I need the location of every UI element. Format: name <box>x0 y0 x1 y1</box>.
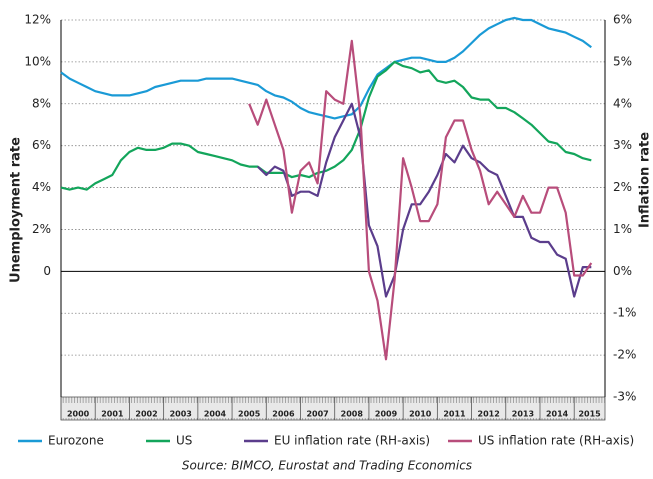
series-line <box>60 60 592 191</box>
y2-tick-label: 0% <box>613 264 632 278</box>
x-tick-label: 2006 <box>272 410 295 419</box>
y2-tick-label: 6% <box>613 13 632 27</box>
y2-tick-label: -2% <box>613 348 636 362</box>
legend-label: Eurozone <box>48 434 104 448</box>
y-tick-label: 2% <box>32 222 51 236</box>
x-tick-label: 2010 <box>409 410 432 419</box>
x-axis-frame <box>60 396 606 421</box>
y-tick-label: 4% <box>32 180 51 194</box>
y2-tick-label: 5% <box>613 54 632 68</box>
x-tick-label: 2001 <box>101 410 124 419</box>
y-tick-label: 12% <box>24 13 51 27</box>
series-line <box>248 39 593 361</box>
x-tick-label: 2009 <box>375 410 398 419</box>
x-tick-label: 2003 <box>170 410 192 419</box>
y-tick-label: 0 <box>43 264 51 278</box>
series-line <box>256 102 592 298</box>
month-strip <box>61 397 605 420</box>
x-tick-label: 2008 <box>341 410 364 419</box>
y2-tick-label: 3% <box>613 138 632 152</box>
x-tick-label: 2004 <box>204 410 227 419</box>
x-tick-label: 2000 <box>67 410 90 419</box>
y-tick-label: 6% <box>32 138 51 152</box>
x-tick-label: 2002 <box>135 410 157 419</box>
x-tick-label: 2015 <box>578 410 601 419</box>
legend-label: US inflation rate (RH-axis) <box>478 434 634 448</box>
series-line <box>60 16 592 120</box>
x-tick-label: 2013 <box>512 410 534 419</box>
x-tick-label: 2014 <box>546 410 569 419</box>
y2-axis-title: Inflation rate <box>638 132 653 228</box>
source-note: Source: BIMCO, Eurostat and Trading Econ… <box>182 459 472 473</box>
x-tick-label: 2005 <box>238 410 261 419</box>
legend-label: EU inflation rate (RH-axis) <box>274 434 430 448</box>
y2-tick-label: 4% <box>613 96 632 110</box>
y-axis-title: Unemployment rate <box>9 137 24 283</box>
y-tick-label: 8% <box>32 96 51 110</box>
x-tick-label: 2011 <box>443 410 466 419</box>
y2-tick-label: -1% <box>613 306 636 320</box>
y-tick-label: 10% <box>24 54 51 68</box>
x-tick-label: 2007 <box>306 410 328 419</box>
legend-label: US <box>176 434 192 448</box>
y2-tick-label: 2% <box>613 180 632 194</box>
x-tick-label: 2012 <box>478 410 500 419</box>
y2-tick-label: -3% <box>613 390 636 404</box>
y2-tick-label: 1% <box>613 222 632 236</box>
